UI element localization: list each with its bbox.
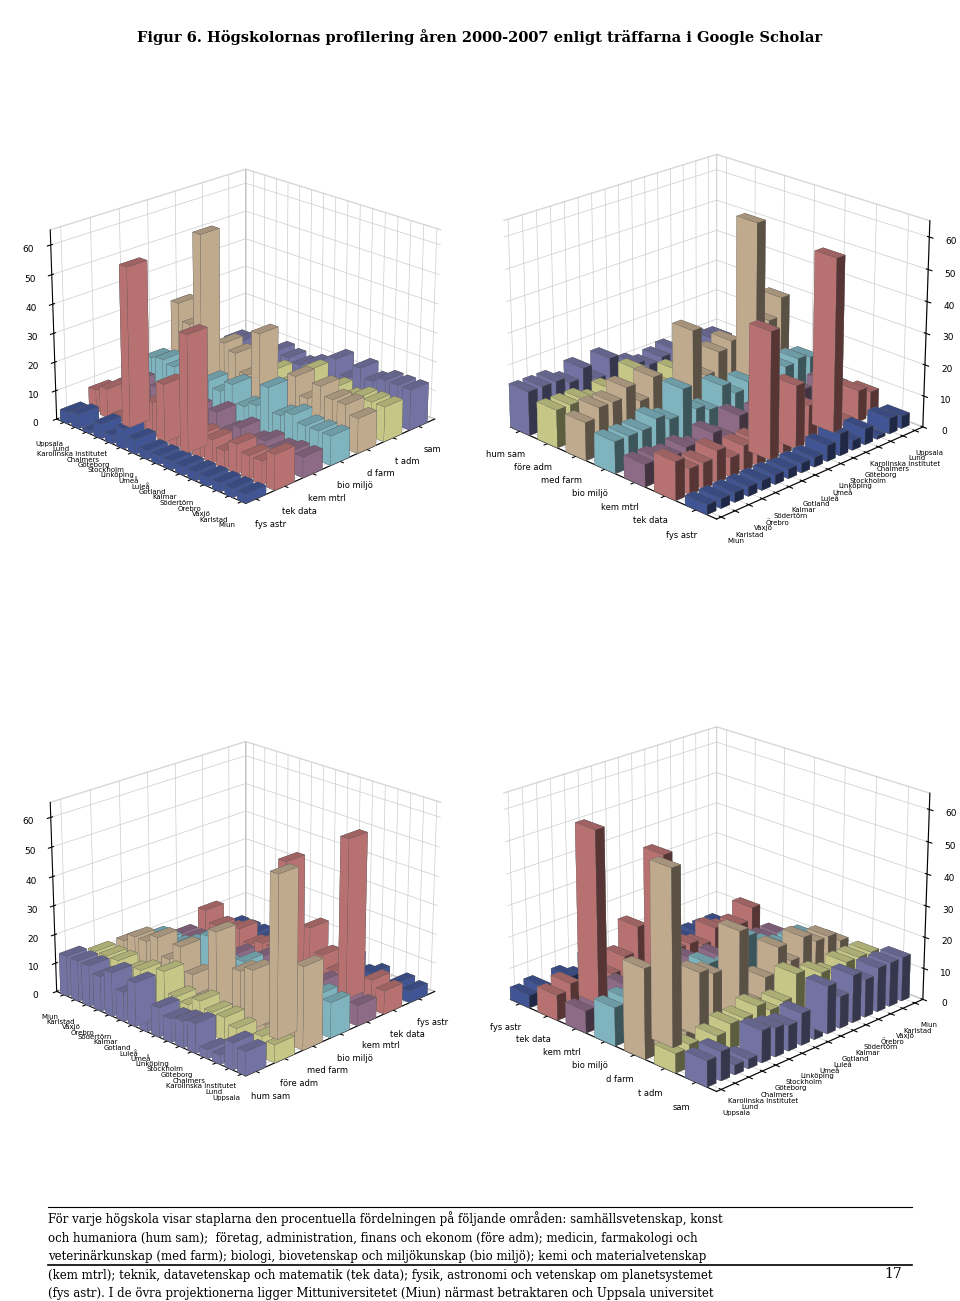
- Text: För varje högskola visar staplarna den procentuella fördelningen på följande omr: För varje högskola visar staplarna den p…: [48, 1211, 723, 1301]
- Text: 17: 17: [885, 1267, 902, 1281]
- Text: Figur 6. Högskolornas profilering åren 2000-2007 enligt träffarna i Google Schol: Figur 6. Högskolornas profilering åren 2…: [137, 29, 823, 44]
